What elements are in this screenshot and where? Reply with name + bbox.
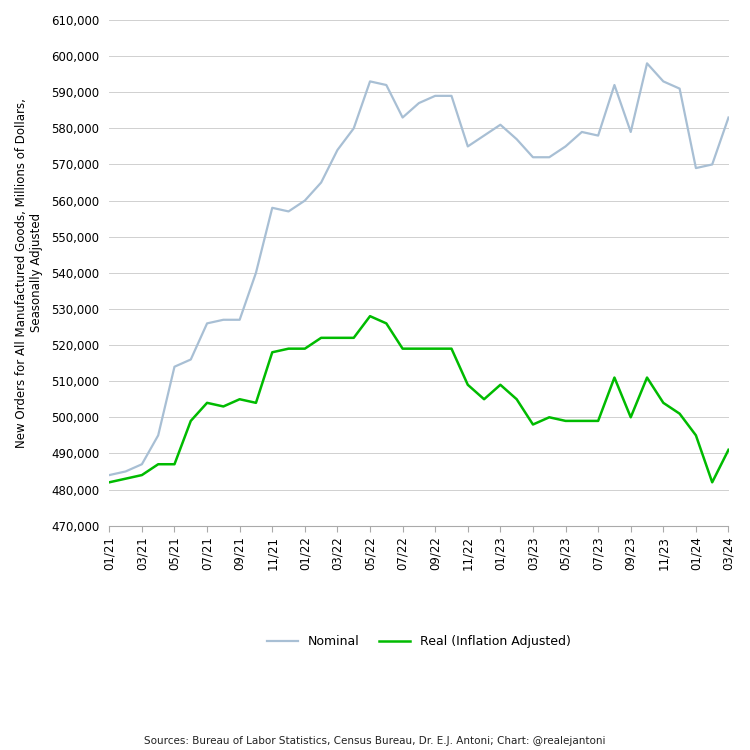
Nominal: [382, 80, 391, 89]
Nominal: [137, 460, 146, 469]
Nominal: [236, 315, 244, 324]
Real (Inflation Adjusted): [105, 478, 114, 487]
Nominal: [708, 160, 717, 169]
Real (Inflation Adjusted): [561, 416, 570, 425]
Nominal: [202, 319, 211, 328]
Real (Inflation Adjusted): [708, 478, 717, 487]
Nominal: [121, 467, 130, 476]
Nominal: [365, 77, 374, 86]
Real (Inflation Adjusted): [137, 470, 146, 479]
Nominal: [643, 58, 652, 68]
Nominal: [316, 178, 326, 187]
Nominal: [268, 203, 277, 212]
Nominal: [675, 84, 684, 93]
Nominal: [658, 77, 668, 86]
Nominal: [300, 196, 309, 205]
Real (Inflation Adjusted): [251, 398, 260, 407]
Real (Inflation Adjusted): [658, 398, 668, 407]
Real (Inflation Adjusted): [594, 416, 603, 425]
Legend: Nominal, Real (Inflation Adjusted): Nominal, Real (Inflation Adjusted): [262, 631, 576, 653]
Real (Inflation Adjusted): [398, 344, 407, 353]
Nominal: [170, 362, 179, 371]
Nominal: [154, 430, 163, 439]
Nominal: [512, 135, 521, 144]
Real (Inflation Adjusted): [529, 420, 538, 429]
Real (Inflation Adjusted): [578, 416, 586, 425]
Real (Inflation Adjusted): [202, 398, 211, 407]
Nominal: [479, 131, 488, 140]
Real (Inflation Adjusted): [170, 460, 179, 469]
Real (Inflation Adjusted): [316, 333, 326, 342]
Real (Inflation Adjusted): [643, 373, 652, 382]
Nominal: [350, 124, 358, 133]
Y-axis label: New Orders for All Manufactured Goods, Millions of Dollars,
Seasonally Adjusted: New Orders for All Manufactured Goods, M…: [15, 98, 43, 448]
Nominal: [430, 92, 439, 100]
Real (Inflation Adjusted): [724, 446, 733, 454]
Nominal: [251, 268, 260, 278]
Nominal: [219, 315, 228, 324]
Real (Inflation Adjusted): [268, 348, 277, 357]
Nominal: [284, 207, 293, 216]
Nominal: [561, 142, 570, 151]
Real (Inflation Adjusted): [479, 394, 488, 404]
Real (Inflation Adjusted): [219, 402, 228, 411]
Real (Inflation Adjusted): [544, 413, 554, 422]
Nominal: [529, 153, 538, 162]
Nominal: [415, 98, 424, 107]
Nominal: [544, 153, 554, 162]
Real (Inflation Adjusted): [692, 430, 700, 439]
Real (Inflation Adjusted): [675, 410, 684, 419]
Nominal: [724, 113, 733, 122]
Nominal: [464, 142, 472, 151]
Nominal: [692, 164, 700, 172]
Nominal: [105, 470, 114, 479]
Real (Inflation Adjusted): [464, 380, 472, 389]
Nominal: [594, 131, 603, 140]
Text: Sources: Bureau of Labor Statistics, Census Bureau, Dr. E.J. Antoni; Chart: @rea: Sources: Bureau of Labor Statistics, Cen…: [144, 736, 606, 746]
Real (Inflation Adjusted): [430, 344, 439, 353]
Nominal: [186, 355, 195, 364]
Line: Nominal: Nominal: [110, 63, 728, 475]
Nominal: [398, 113, 407, 122]
Nominal: [447, 92, 456, 100]
Real (Inflation Adjusted): [333, 333, 342, 342]
Real (Inflation Adjusted): [154, 460, 163, 469]
Nominal: [496, 120, 505, 129]
Real (Inflation Adjusted): [512, 394, 521, 404]
Nominal: [578, 128, 586, 136]
Real (Inflation Adjusted): [186, 416, 195, 425]
Real (Inflation Adjusted): [626, 413, 635, 422]
Real (Inflation Adjusted): [236, 394, 244, 404]
Nominal: [626, 128, 635, 136]
Real (Inflation Adjusted): [121, 474, 130, 483]
Real (Inflation Adjusted): [300, 344, 309, 353]
Real (Inflation Adjusted): [284, 344, 293, 353]
Real (Inflation Adjusted): [610, 373, 619, 382]
Real (Inflation Adjusted): [382, 319, 391, 328]
Real (Inflation Adjusted): [496, 380, 505, 389]
Real (Inflation Adjusted): [350, 333, 358, 342]
Nominal: [333, 146, 342, 154]
Real (Inflation Adjusted): [365, 312, 374, 321]
Real (Inflation Adjusted): [447, 344, 456, 353]
Line: Real (Inflation Adjusted): Real (Inflation Adjusted): [110, 316, 728, 482]
Nominal: [610, 80, 619, 89]
Real (Inflation Adjusted): [415, 344, 424, 353]
